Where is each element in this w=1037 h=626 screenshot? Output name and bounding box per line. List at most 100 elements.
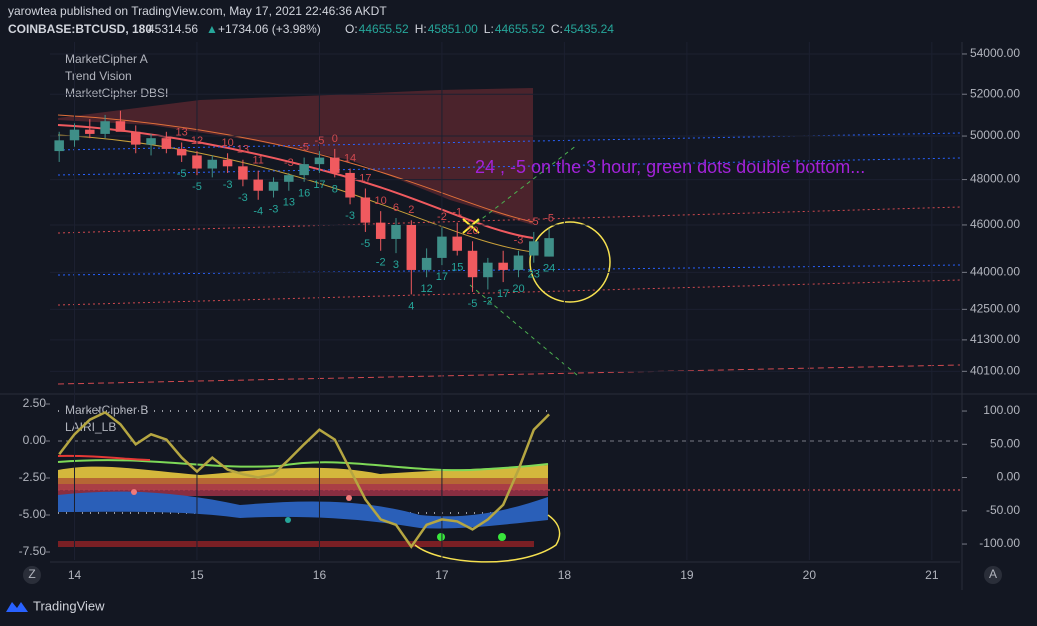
signal-label: -5 [177,168,187,180]
change-arrow: ▲ [206,22,218,36]
red-dot [346,495,352,501]
dark-red-bar [58,541,534,547]
candle-body [314,157,325,165]
candle-body [452,236,462,251]
price: 45314.56 [148,22,198,36]
candle-body [345,172,355,198]
upper-signal-label: 14 [344,152,356,164]
y-tick-label: 42500.00 [970,302,1020,316]
candle-body [544,238,554,257]
indicator-label: MarketCipher DBSI [65,86,168,100]
upper-signal-label: -3 [514,235,524,247]
candle-body [483,262,493,278]
ohlc-value: 45851.00 [428,22,478,36]
red-dot [131,489,137,495]
candle-body [529,241,539,256]
auto-button[interactable]: A [989,567,997,581]
upper-signal-label: -2 [437,211,447,223]
y2-tick-label: 0.00 [997,470,1021,484]
change: +1734.06 (+3.98%) [218,22,321,36]
y2-tick-label: -50.00 [986,503,1020,517]
upper-signal-label: 6 [393,202,399,214]
scale-button[interactable]: Z [28,567,35,581]
indicator-label: MarketCipher A [65,52,148,66]
candle-body [513,255,524,270]
y-tick-label: -2.50 [19,470,47,484]
indicator-label: MarketCipher B [65,403,148,417]
x-tick-label: 16 [313,568,327,582]
signal-label: -5 [192,181,202,193]
upper-signal-label: 17 [359,172,371,184]
candle-body [85,129,95,134]
signal-label: 17 [497,288,509,300]
signal-label: 16 [298,188,310,200]
indicator-label: LAIRI_LB [65,420,116,434]
candle-body [54,140,64,152]
ohlc-value: 45435.24 [564,22,614,36]
y-tick-label: 46000.00 [970,217,1020,231]
signal-label: 12 [420,283,432,295]
upper-signal-label: 0 [332,133,338,145]
ohlc-value: 44655.52 [495,22,545,36]
signal-label: 4 [408,300,414,312]
ohlc-label: C: [551,22,563,36]
signal-label: -5 [468,298,478,310]
upper-signal-label: 12 [191,135,203,147]
upper-signal-label: -1 [452,207,462,219]
ohlc-label: O: [345,22,358,36]
ohlc-label: L: [484,22,494,36]
y-tick-label: 44000.00 [970,265,1020,279]
green-dot [285,517,291,523]
candle-body [375,222,386,239]
signal-label: 17 [313,179,325,191]
candle-body [391,224,401,239]
signal-label: -3 [269,203,279,215]
signal-label: 17 [436,271,448,283]
button[interactable] [984,566,1002,584]
x-tick-label: 21 [925,568,939,582]
y-tick-label: -5.00 [19,507,47,521]
y-tick-label: -7.50 [19,544,47,558]
signal-label: -3 [238,192,248,204]
signal-label: 15 [451,261,463,273]
candle-body [421,257,432,270]
upper-signal-label: 13 [237,144,249,156]
y2-tick-label: 50.00 [990,436,1020,450]
candle-body [207,159,218,169]
green-dashed-line [469,144,578,229]
candle-body [115,121,126,132]
signal-label: 23 [528,269,540,281]
candle-body [146,138,156,145]
upper-signal-label: -5 [544,212,554,224]
yellow-area [58,465,548,478]
candle-body [437,236,447,258]
x-tick-label: 20 [803,568,817,582]
signal-label: -2 [483,295,493,307]
brand: TradingView [33,598,105,613]
candle-body [360,197,371,223]
ohlc-label: H: [415,22,427,36]
blue-wave [58,491,548,529]
signal-label: -2 [376,257,386,269]
y-tick-label: 54000.00 [970,46,1020,60]
candle-body [406,224,417,270]
signal-label: 20 [512,283,524,295]
button[interactable] [23,566,41,584]
upper-signal-label: 10 [221,137,233,149]
candle-body [100,121,110,134]
y-tick-label: 48000.00 [970,172,1020,186]
candle-body [284,175,294,182]
candle-body [268,181,279,191]
ribbon [57,134,534,253]
candle-body [238,166,248,180]
y-tick-label: 41300.00 [970,332,1020,346]
y2-tick-label: 100.00 [983,403,1020,417]
x-tick-label: 14 [68,568,82,582]
y-tick-label: 2.50 [23,396,47,410]
ribbon [57,124,534,239]
ohlc-value: 44655.52 [359,22,409,36]
y-tick-label: 0.00 [23,433,47,447]
upper-signal-label: -5 [315,135,325,147]
signal-label: -3 [223,179,233,191]
